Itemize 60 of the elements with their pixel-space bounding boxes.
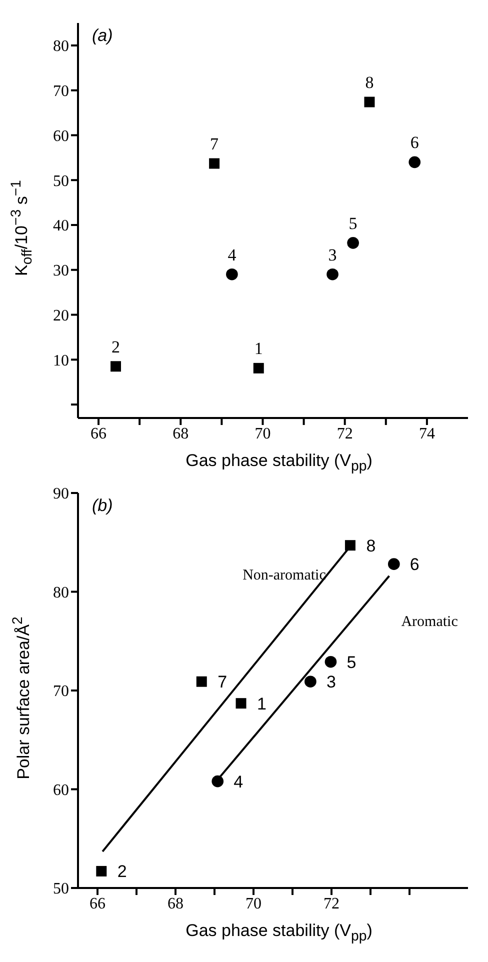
annotation: 1 — [257, 694, 266, 714]
y-tick-label: 10 — [53, 352, 69, 370]
x-tick-label: 68 — [172, 425, 189, 442]
y-tick-label: 30 — [53, 262, 69, 280]
chart-title: (b) — [92, 496, 113, 516]
point — [408, 156, 421, 168]
y-tick-label: 70 — [53, 83, 69, 100]
annotation: 4 — [234, 772, 244, 792]
x-tick-label: 66 — [90, 895, 106, 912]
point — [196, 676, 207, 687]
y-tick-label: 60 — [53, 782, 69, 799]
x-tick-label: 70 — [246, 895, 262, 912]
annotation: 3 — [328, 245, 337, 264]
point — [326, 268, 338, 280]
x-axis-title: Gas phase stability (V$_{pp}$) — [184, 450, 374, 474]
x-tick-label: 66 — [90, 425, 107, 442]
point — [388, 558, 400, 570]
point — [96, 866, 107, 876]
annotation: 5 — [348, 214, 358, 233]
y-tick-label: 20 — [53, 307, 69, 324]
y-tick-label: 80 — [53, 584, 69, 602]
annotation: 7 — [218, 672, 228, 692]
annotation: 2 — [112, 337, 120, 356]
y-tick-label: 40 — [53, 218, 69, 235]
x-tick-label: 74 — [418, 425, 435, 442]
point — [364, 96, 375, 108]
annotation: 6 — [410, 133, 419, 152]
point — [110, 361, 122, 372]
point — [324, 656, 337, 668]
annotation: 3 — [326, 672, 336, 692]
y-tick-label: 50 — [53, 172, 69, 190]
annotation: 8 — [366, 536, 376, 556]
annotation: 4 — [228, 245, 237, 264]
point — [344, 540, 356, 551]
point — [347, 237, 359, 249]
annotation: 2 — [117, 862, 127, 882]
point — [212, 775, 224, 788]
series-label: Non-aromatic — [242, 567, 326, 584]
point — [209, 158, 220, 169]
annotation: 5 — [346, 652, 356, 672]
annotation: 6 — [410, 555, 420, 574]
y-tick-label: 50 — [53, 880, 69, 898]
point — [304, 676, 316, 688]
annotation: 7 — [210, 134, 220, 154]
x-tick-label: 70 — [254, 425, 271, 442]
chart-title: (a) — [92, 26, 113, 46]
y-tick-label: 60 — [53, 128, 69, 145]
x-tick-label: 72 — [324, 895, 340, 912]
point — [226, 268, 238, 280]
annotation: 8 — [365, 73, 374, 92]
x-tick-label: 72 — [336, 425, 353, 442]
x-tick-label: 68 — [168, 895, 184, 912]
text: Aromatic — [401, 614, 458, 630]
y-tick-label: 70 — [53, 683, 69, 700]
point — [253, 362, 264, 374]
annotation: 1 — [254, 339, 263, 358]
x-axis-title: Gas phase stability (V$_{pp}$) — [184, 920, 374, 944]
y-tick-label: 80 — [53, 38, 69, 56]
point — [236, 698, 246, 709]
y-tick-label: 90 — [53, 486, 69, 503]
